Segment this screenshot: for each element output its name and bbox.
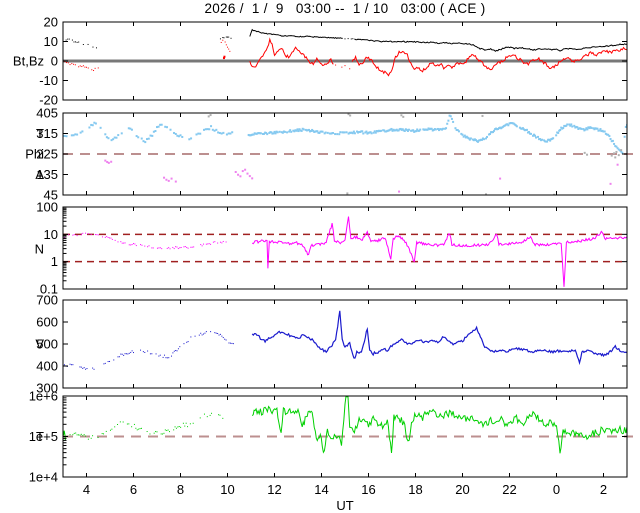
axis-unit-label-n: N (35, 242, 44, 257)
series-flagged (207, 113, 623, 195)
x-tick-label: 4 (83, 482, 90, 497)
y-ticks (63, 112, 627, 196)
y-ticks (63, 21, 627, 101)
y-tick-label: 600 (36, 315, 58, 330)
log-minor-ticks (63, 207, 67, 282)
x-ticks (86, 207, 604, 289)
axis-unit-label-t: T (36, 429, 44, 444)
y-tick-label: 1 (51, 254, 58, 269)
series-bt (65, 28, 627, 52)
series-n (63, 216, 627, 287)
x-tick-label: 18 (408, 482, 422, 497)
x-tick-labels: 4 6 8 10 12 14 16 18 20 22 0 2 (83, 482, 607, 497)
x-tick-label: 8 (177, 482, 184, 497)
x-axis-label: UT (336, 498, 354, 513)
series-bz (64, 37, 627, 77)
axis-unit-label-a: A (35, 167, 44, 182)
series-a (104, 159, 619, 193)
y-tick-label: 700 (36, 293, 58, 308)
panel-frame (62, 299, 628, 389)
y-tick-label: 1e+4 (29, 470, 58, 485)
y-tick-label: 225 (36, 147, 58, 162)
panel-t: 1e+6 1e+5 1e+4 T (29, 389, 633, 485)
y-tick-label: 135 (36, 167, 58, 182)
panel-v: 700 600 500 400 300 V (35, 293, 628, 396)
y-tick-label: -20 (39, 93, 58, 108)
plot-title: 2026 / 1 / 9 03:00 -- 1 / 10 03:00 ( ACE… (204, 1, 486, 16)
y-tick-label: 0.1 (40, 282, 58, 297)
x-tick-label: 20 (455, 482, 469, 497)
y-ticks (63, 395, 627, 478)
axis-unit-label-v: V (35, 337, 44, 352)
panel-frame (62, 206, 628, 290)
y-tick-label: 405 (36, 106, 58, 121)
y-ticks (63, 299, 627, 389)
y-tick-label: 20 (44, 15, 58, 30)
x-tick-label: 22 (502, 482, 516, 497)
y-tick-label: 10 (44, 227, 58, 242)
y-tick-label: 315 (36, 126, 58, 141)
y-tick-label: 10 (44, 34, 58, 49)
x-tick-label: 12 (267, 482, 281, 497)
x-tick-label: 2 (600, 482, 607, 497)
x-ticks (86, 22, 604, 100)
y-tick-label: 300 (36, 381, 58, 396)
y-tick-label: 400 (36, 359, 58, 374)
panel-phi-a: 405 315 225 135 45 T Phi A (25, 106, 633, 203)
y-tick-label: 0 (51, 54, 58, 69)
y-tick-label: 1e+6 (29, 389, 58, 404)
y-tick-label: -10 (39, 73, 58, 88)
series-v (63, 310, 627, 370)
series-phi (63, 114, 627, 154)
axis-unit-label-btbz: Bt,Bz (13, 54, 44, 69)
y-ticks (63, 206, 627, 290)
panel-bt-bz: 20 10 0 -10 -20 Bt,Bz (13, 15, 628, 108)
axis-unit-label-t: T (36, 126, 44, 141)
y-tick-label: 1e+5 (29, 429, 58, 444)
y-tick-label: 500 (36, 337, 58, 352)
x-tick-label: 10 (220, 482, 234, 497)
x-ticks (86, 113, 604, 195)
x-tick-label: 0 (553, 482, 560, 497)
log-minor-ticks (63, 397, 67, 466)
y-tick-label: 45 (44, 188, 58, 203)
x-ticks (86, 300, 604, 388)
x-tick-label: 16 (361, 482, 375, 497)
x-tick-label: 14 (314, 482, 328, 497)
series-t (63, 396, 627, 454)
axis-unit-label-phi: Phi (25, 147, 44, 162)
x-tick-label: 6 (130, 482, 137, 497)
y-tick-label: 100 (36, 200, 58, 215)
panel-n: 100 10 1 0.1 N (35, 200, 628, 297)
x-ticks (86, 396, 604, 477)
